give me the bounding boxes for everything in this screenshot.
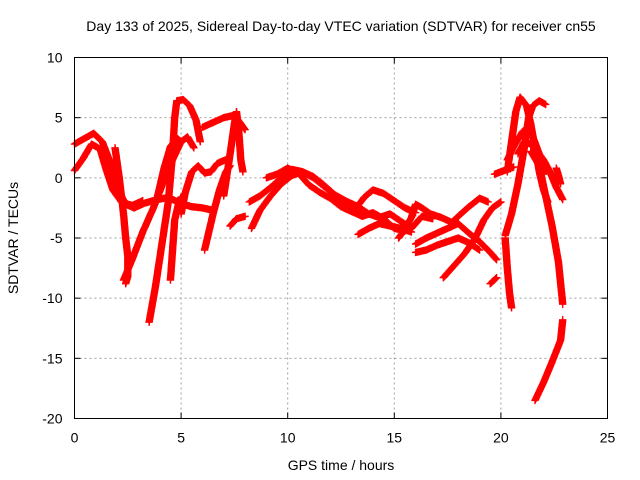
x-tick-label: 10: [280, 430, 296, 446]
y-tick-label: -20: [42, 411, 62, 427]
data-marker-arc: [220, 108, 247, 200]
series-arc06: [153, 134, 185, 200]
axis-ticks: 0 5 10 15 20 25 -20 -15 -10 -5 0 5 10: [42, 50, 615, 446]
series-arc29: [514, 138, 567, 204]
series-arc22: [439, 198, 505, 282]
series-arc30: [527, 147, 567, 308]
y-tick-label: 5: [55, 110, 63, 126]
y-axis-label: SDTVAR / TECUs: [5, 182, 21, 294]
x-tick-label: 20: [493, 430, 509, 446]
series-arc09: [177, 156, 230, 218]
data-marker-arc: [552, 164, 565, 188]
x-tick-label: 5: [177, 430, 185, 446]
y-tick-label: 0: [55, 170, 63, 186]
data-marker-arc: [145, 95, 204, 326]
data-marker-arc: [354, 186, 420, 217]
data-marker-arc: [394, 194, 492, 242]
x-tick-label: 25: [600, 430, 616, 446]
series-arc25: [501, 234, 516, 312]
series-arc24: [486, 274, 501, 288]
series-arc19: [394, 194, 492, 242]
data-marker-arc: [439, 198, 505, 282]
series-arc12: [220, 108, 247, 200]
series-arc32: [552, 164, 565, 188]
data-marker-arc: [527, 147, 567, 308]
y-tick-label: -5: [50, 230, 63, 246]
series-arc05: [145, 95, 204, 326]
data-marker-arc: [514, 138, 567, 204]
x-tick-label: 15: [387, 430, 403, 446]
data-marker-arc: [226, 212, 249, 230]
series-arc13: [226, 212, 249, 230]
data-marker-arc: [177, 156, 230, 218]
series-arc31: [531, 316, 567, 405]
series-arc17: [354, 186, 420, 217]
data-marker-arc: [153, 134, 185, 200]
x-tick-label: 0: [71, 430, 79, 446]
y-tick-label: 10: [47, 50, 63, 66]
data-marker-arc: [486, 274, 501, 288]
data-points: [70, 93, 567, 405]
chart-title: Day 133 of 2025, Sidereal Day-to-day VTE…: [86, 18, 596, 34]
data-marker-arc: [501, 234, 516, 312]
y-tick-label: -10: [42, 290, 62, 306]
x-axis-label: GPS time / hours: [288, 457, 395, 473]
grid-lines: [74, 57, 608, 419]
y-tick-label: -15: [42, 350, 62, 366]
data-marker-arc: [531, 316, 567, 405]
